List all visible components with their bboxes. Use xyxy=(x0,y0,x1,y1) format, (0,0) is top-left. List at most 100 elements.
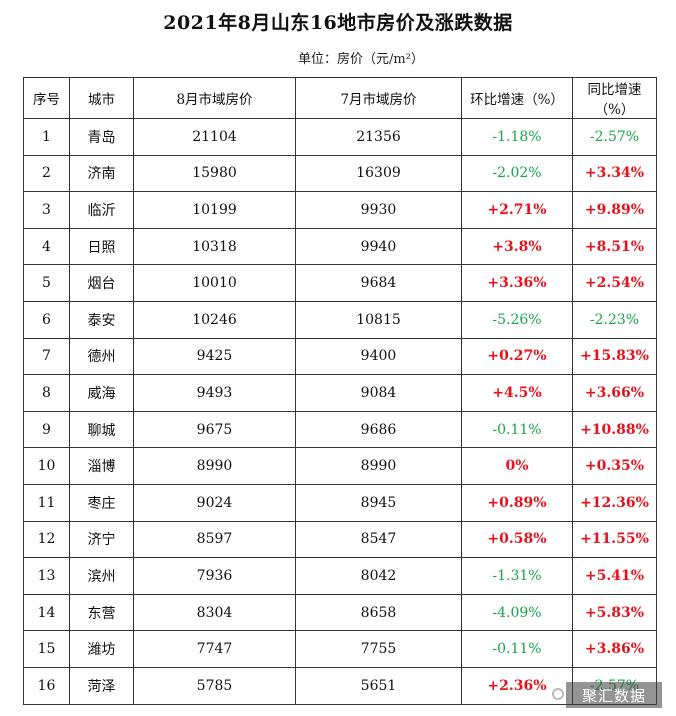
cell-aug-price: 8597 xyxy=(133,520,296,559)
cell-yoy: +9.89% xyxy=(572,191,657,229)
cell-mom: +0.27% xyxy=(461,337,573,376)
cell-no: 4 xyxy=(23,227,70,266)
cell-city: 济南 xyxy=(69,154,134,193)
cell-city: 聊城 xyxy=(69,410,134,449)
cell-jul-price: 8990 xyxy=(295,447,462,485)
cell-aug-price: 8304 xyxy=(133,593,296,632)
cell-no: 14 xyxy=(23,593,70,632)
cell-yoy: -2.57% xyxy=(572,118,657,156)
cell-city: 德州 xyxy=(69,337,134,376)
cell-no: 16 xyxy=(23,666,70,705)
cell-mom: -1.18% xyxy=(461,118,573,156)
cell-jul-price: 8547 xyxy=(295,520,462,559)
cell-mom: +3.36% xyxy=(461,264,573,302)
cell-yoy: +12.36% xyxy=(572,483,657,522)
header-no: 序号 xyxy=(23,77,70,119)
cell-jul-price: 8042 xyxy=(295,557,462,595)
table-row: 9 聊城 9675 9686 -0.11% +10.88% xyxy=(23,410,657,449)
cell-city: 枣庄 xyxy=(69,483,134,522)
cell-jul-price: 7755 xyxy=(295,630,462,668)
cell-jul-price: 9400 xyxy=(295,337,462,376)
cell-jul-price: 21356 xyxy=(295,118,462,156)
cell-jul-price: 8658 xyxy=(295,593,462,632)
cell-mom: -2.02% xyxy=(461,154,573,193)
cell-aug-price: 8990 xyxy=(133,447,296,485)
cell-aug-price: 21104 xyxy=(133,118,296,156)
cell-no: 3 xyxy=(23,191,70,229)
cell-city: 东营 xyxy=(69,593,134,632)
price-table: 序号 城市 8月市域房价 7月市域房价 环比增速（%） 同比增速（%） 1 青岛 2… xyxy=(23,77,657,705)
cell-mom: +3.8% xyxy=(461,227,573,266)
cell-no: 7 xyxy=(23,337,70,376)
cell-mom: -4.09% xyxy=(461,593,573,632)
cell-jul-price: 9940 xyxy=(295,227,462,266)
table-row: 6 泰安 10246 10815 -5.26% -2.23% xyxy=(23,300,657,339)
cell-jul-price: 9686 xyxy=(295,410,462,449)
cell-city: 济宁 xyxy=(69,520,134,559)
cell-mom: -0.11% xyxy=(461,410,573,449)
cell-no: 8 xyxy=(23,374,70,412)
cell-mom: +0.58% xyxy=(461,520,573,559)
cell-no: 5 xyxy=(23,264,70,302)
cell-jul-price: 9084 xyxy=(295,374,462,412)
cell-yoy: +2.54% xyxy=(572,264,657,302)
cell-mom: +2.71% xyxy=(461,191,573,229)
table-row: 11 枣庄 9024 8945 +0.89% +12.36% xyxy=(23,483,657,522)
cell-jul-price: 8945 xyxy=(295,483,462,522)
watermark: 聚汇数据 xyxy=(566,682,662,708)
cell-no: 2 xyxy=(23,154,70,193)
cell-mom: -1.31% xyxy=(461,557,573,595)
cell-yoy: +0.35% xyxy=(572,447,657,485)
table-row: 15 潍坊 7747 7755 -0.11% +3.86% xyxy=(23,630,657,668)
header-aug-price: 8月市域房价 xyxy=(133,77,296,119)
cell-yoy: +5.41% xyxy=(572,557,657,595)
cell-mom: +4.5% xyxy=(461,374,573,412)
table-row: 7 德州 9425 9400 +0.27% +15.83% xyxy=(23,337,657,376)
cell-aug-price: 9425 xyxy=(133,337,296,376)
cell-mom: +0.89% xyxy=(461,483,573,522)
cell-jul-price: 9684 xyxy=(295,264,462,302)
cell-city: 滨州 xyxy=(69,557,134,595)
table-row: 1 青岛 21104 21356 -1.18% -2.57% xyxy=(23,118,657,156)
header-yoy: 同比增速（%） xyxy=(572,77,657,119)
cell-yoy: +3.86% xyxy=(572,630,657,668)
header-jul-price: 7月市域房价 xyxy=(295,77,462,119)
cell-city: 临沂 xyxy=(69,191,134,229)
cell-aug-price: 9493 xyxy=(133,374,296,412)
table-row: 8 威海 9493 9084 +4.5% +3.66% xyxy=(23,374,657,412)
cell-aug-price: 7747 xyxy=(133,630,296,668)
cell-aug-price: 10199 xyxy=(133,191,296,229)
cell-no: 13 xyxy=(23,557,70,595)
cell-yoy: +8.51% xyxy=(572,227,657,266)
cell-jul-price: 5651 xyxy=(295,666,462,705)
cell-no: 6 xyxy=(23,300,70,339)
cell-jul-price: 10815 xyxy=(295,300,462,339)
table-row: 12 济宁 8597 8547 +0.58% +11.55% xyxy=(23,520,657,559)
cell-mom: 0% xyxy=(461,447,573,485)
cell-aug-price: 9024 xyxy=(133,483,296,522)
header-mom: 环比增速（%） xyxy=(461,77,573,119)
cell-city: 烟台 xyxy=(69,264,134,302)
cell-city: 日照 xyxy=(69,227,134,266)
cell-jul-price: 16309 xyxy=(295,154,462,193)
page-title: 2021年8月山东16地市房价及涨跌数据 xyxy=(163,12,513,34)
table-row: 2 济南 15980 16309 -2.02% +3.34% xyxy=(23,154,657,193)
cell-no: 10 xyxy=(23,447,70,485)
cell-jul-price: 9930 xyxy=(295,191,462,229)
cell-yoy: +5.83% xyxy=(572,593,657,632)
cell-aug-price: 7936 xyxy=(133,557,296,595)
cell-aug-price: 10246 xyxy=(133,300,296,339)
table-row: 14 东营 8304 8658 -4.09% +5.83% xyxy=(23,593,657,632)
cell-city: 威海 xyxy=(69,374,134,412)
unit-note: 单位：房价（元/m²） xyxy=(298,52,424,67)
cell-city: 青岛 xyxy=(69,118,134,156)
cell-aug-price: 9675 xyxy=(133,410,296,449)
cell-yoy: +15.83% xyxy=(572,337,657,376)
cell-aug-price: 10318 xyxy=(133,227,296,266)
watermark-icon xyxy=(552,688,564,700)
cell-mom: -5.26% xyxy=(461,300,573,339)
table-row: 4 日照 10318 9940 +3.8% +8.51% xyxy=(23,227,657,266)
table-header-row: 序号 城市 8月市域房价 7月市域房价 环比增速（%） 同比增速（%） xyxy=(23,77,657,119)
cell-city: 淄博 xyxy=(69,447,134,485)
